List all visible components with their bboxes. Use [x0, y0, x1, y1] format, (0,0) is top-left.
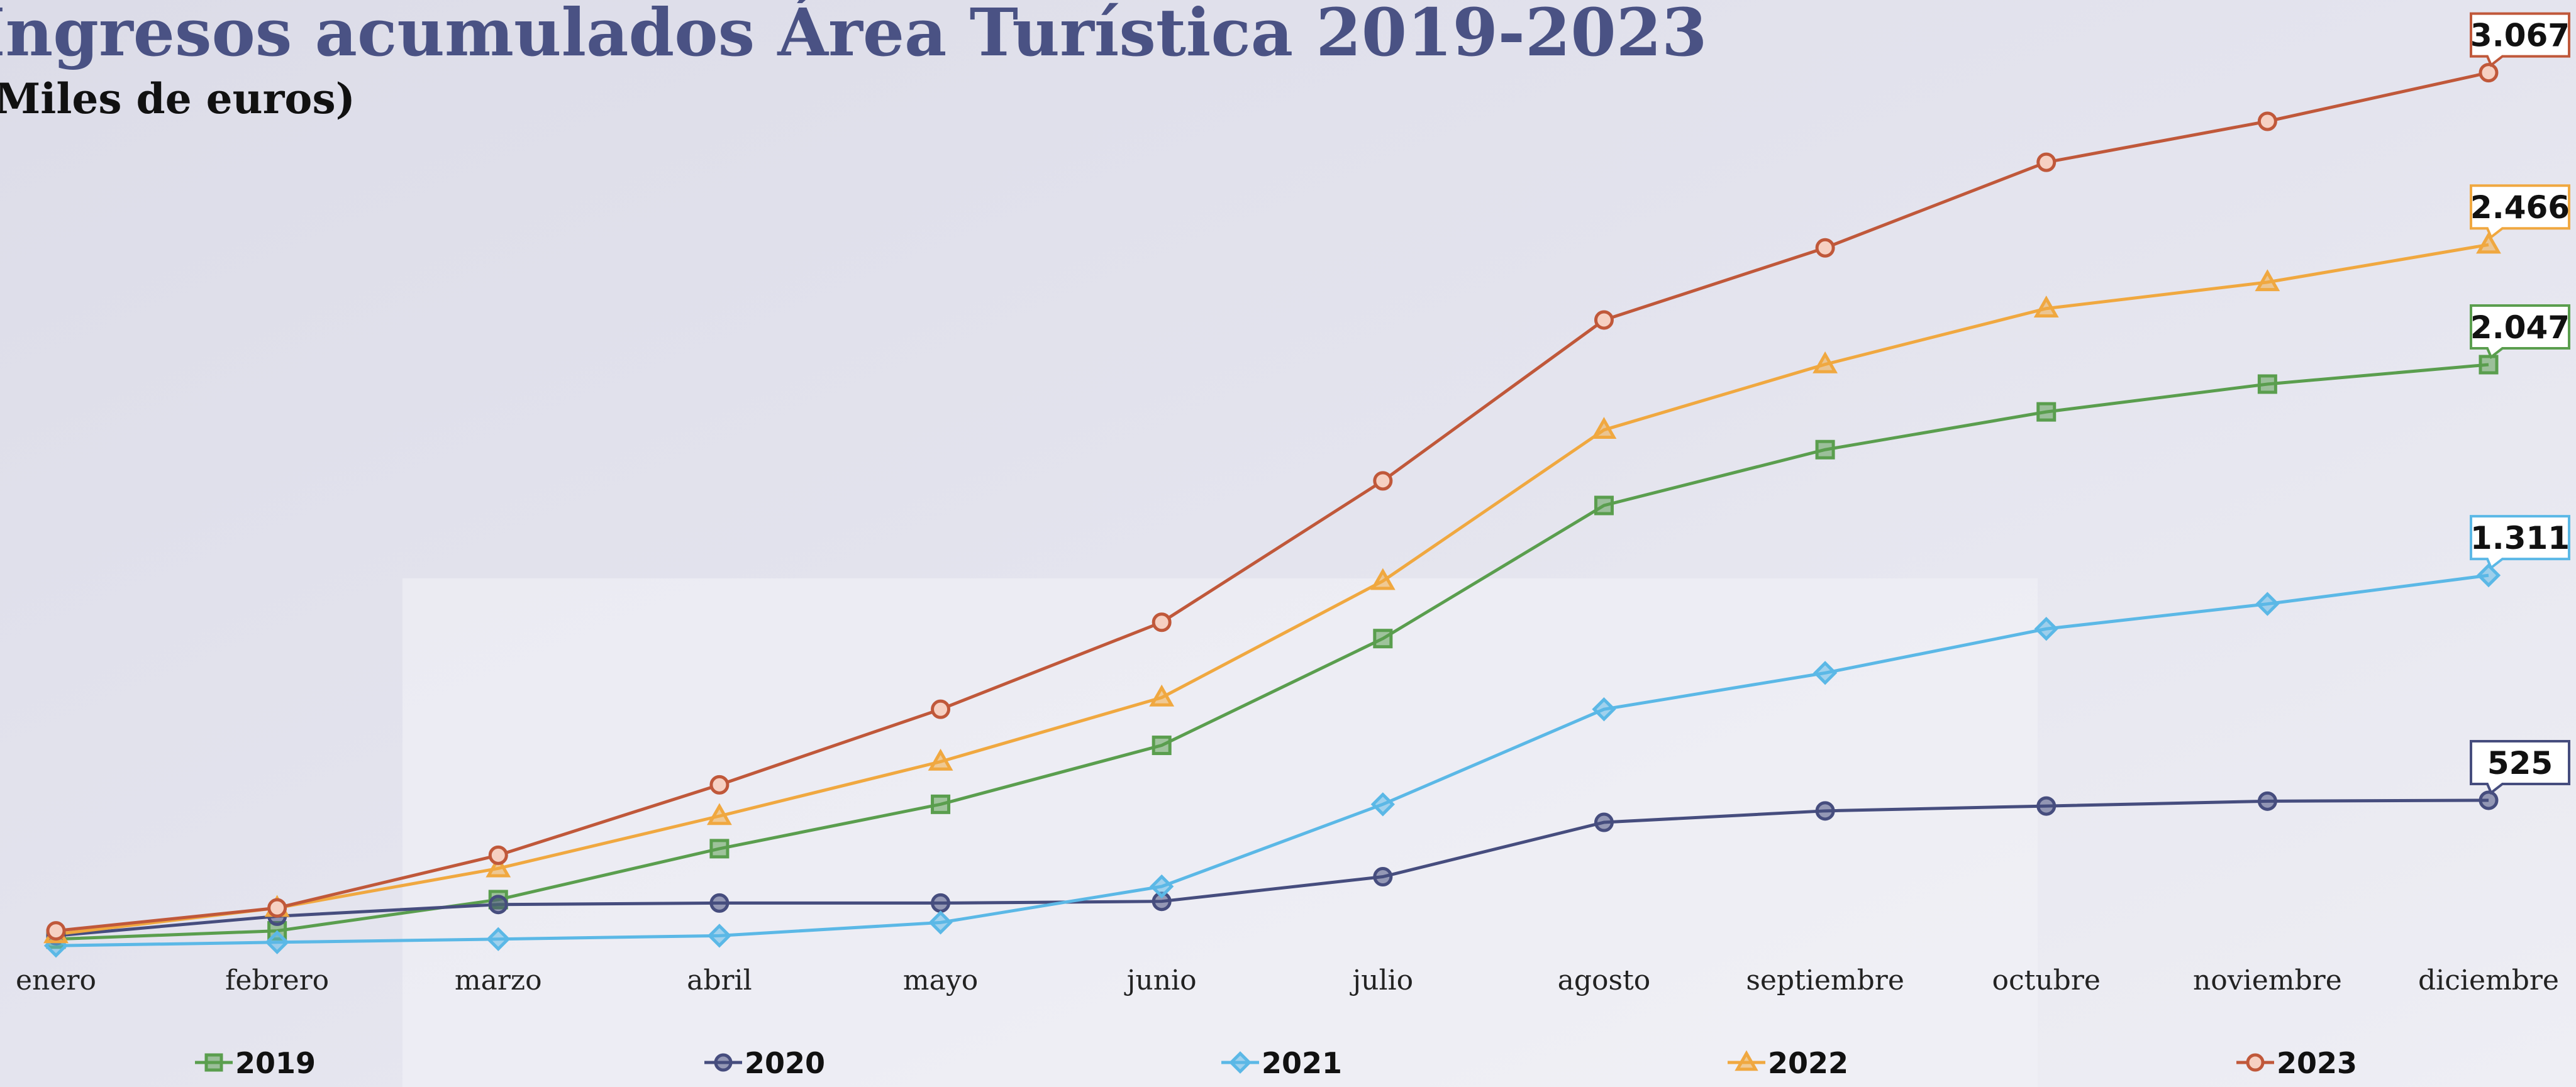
x-tick-label: noviembre: [2193, 964, 2342, 996]
data-point: [928, 910, 953, 935]
data-point: [2476, 563, 2501, 588]
data-point: [1152, 736, 1172, 756]
data-point: [709, 893, 730, 913]
series-line: [55, 573, 2489, 947]
x-tick-label: enero: [16, 964, 96, 996]
data-point: [709, 839, 730, 859]
legend-marker: [1229, 1051, 1252, 1074]
data-point: [2476, 231, 2501, 254]
data-point: [265, 930, 289, 954]
data-label: 525: [2487, 745, 2553, 781]
data-point: [1152, 612, 1172, 632]
data-point: [1150, 874, 1174, 899]
data-point: [1594, 495, 1614, 516]
legend-label: 2023: [2277, 1046, 2357, 1080]
data-point: [2479, 63, 2499, 83]
data-point: [1373, 867, 1393, 887]
x-tick-label: abril: [687, 964, 752, 996]
data-point: [488, 895, 508, 915]
data-label-box: [2470, 12, 2570, 67]
data-point: [931, 699, 951, 719]
data-label-box: [2470, 515, 2570, 570]
data-point: [486, 927, 511, 951]
data-point: [709, 775, 730, 795]
data-point: [486, 855, 511, 878]
data-label: 2.047: [2470, 309, 2570, 346]
data-point: [931, 893, 951, 913]
legend-label: 2021: [1262, 1046, 1342, 1080]
x-tick-label: octubre: [1992, 964, 2101, 996]
legend-label: 2022: [1768, 1046, 1848, 1080]
data-point: [2479, 355, 2499, 375]
data-point: [928, 748, 953, 771]
x-tick-label: marzo: [455, 964, 542, 996]
data-point: [1373, 629, 1393, 649]
x-tick-label: junio: [1124, 964, 1197, 996]
data-point: [1373, 471, 1393, 491]
legend-marker: [1735, 1050, 1758, 1071]
data-point: [2036, 402, 2057, 422]
data-point: [2033, 295, 2059, 317]
data-point: [488, 845, 508, 865]
data-point: [1370, 568, 1396, 590]
x-tick-label: mayo: [903, 964, 978, 996]
data-point: [2479, 790, 2499, 810]
x-tick-label: julio: [1350, 964, 1414, 996]
data-point: [1149, 684, 1175, 707]
data-point: [2036, 796, 2057, 816]
data-point: [2257, 374, 2277, 394]
data-point: [707, 924, 732, 948]
data-point: [931, 794, 951, 814]
data-point: [707, 803, 732, 825]
data-label: 3.067: [2470, 18, 2570, 54]
data-label: 2.466: [2470, 189, 2570, 226]
data-label: 1.311: [2470, 520, 2570, 556]
data-point: [1594, 812, 1614, 832]
background-shape: [402, 578, 2038, 1087]
x-tick-label: diciembre: [2418, 964, 2559, 996]
data-point: [1813, 661, 1838, 685]
data-point: [2034, 617, 2058, 641]
data-point: [1815, 801, 1835, 821]
data-point: [1813, 351, 1838, 373]
data-point: [1815, 439, 1835, 460]
series-line: [55, 798, 2489, 937]
legend-label: 2019: [235, 1046, 316, 1080]
data-point: [2036, 152, 2057, 172]
data-point: [1594, 310, 1614, 330]
chart-subtitle: (Miles de euros): [0, 74, 355, 123]
series-line: [55, 71, 2489, 933]
data-point: [1591, 417, 1617, 439]
data-label-box: [2470, 184, 2570, 240]
data-point: [1592, 697, 1616, 722]
x-tick-label: febrero: [225, 964, 329, 996]
series-line: [55, 243, 2489, 936]
series-line: [55, 363, 2489, 941]
x-tick-label: septiembre: [1746, 964, 1904, 996]
legend-label: 2020: [745, 1046, 825, 1080]
legend-marker: [714, 1053, 733, 1072]
data-point: [46, 921, 66, 941]
x-tick-label: agosto: [1558, 964, 1651, 996]
legend-marker: [2246, 1053, 2265, 1072]
legend-marker: [204, 1053, 223, 1072]
data-point: [1370, 792, 1395, 817]
data-point: [2255, 592, 2280, 616]
data-point: [2257, 111, 2277, 131]
chart-title: Ingresos acumulados Área Turística 2019-…: [0, 0, 1707, 71]
data-point: [1815, 238, 1835, 258]
data-label-box: [2470, 739, 2570, 795]
data-point: [2255, 269, 2280, 292]
data-point: [267, 898, 287, 918]
data-point: [2257, 791, 2277, 811]
data-label-box: [2470, 304, 2570, 360]
